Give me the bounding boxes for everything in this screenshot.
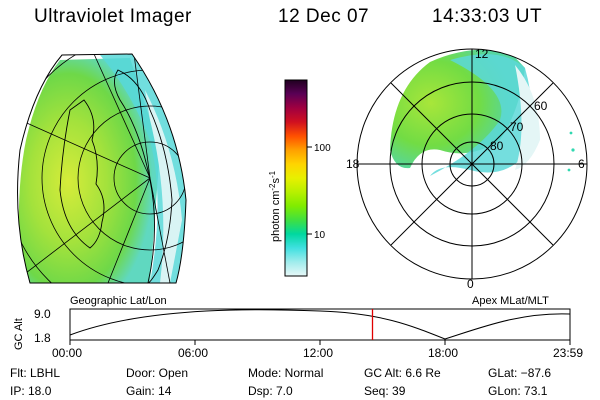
footer-mode: Mode: Normal [248, 366, 324, 380]
mlt-label-12: 12 [475, 47, 489, 61]
time-label: 14:33:03 UT [432, 6, 543, 27]
footer-ip: IP: 18.0 [10, 384, 52, 398]
altitude-xtick-2359: 23:59 [553, 346, 583, 360]
geo-map [17, 53, 187, 284]
lat-label-70: 70 [510, 120, 524, 134]
footer-gc-alt: GC Alt: 6.6 Re [364, 366, 441, 380]
coastline-1 [59, 99, 105, 249]
mlt-label-0: 0 [467, 277, 474, 291]
colorbar-tick-label-10: 10 [314, 230, 326, 241]
altitude-xtick-0000: 00:00 [52, 346, 82, 360]
geo-aurora-fringe [145, 90, 182, 283]
polar-aurora-fringe [515, 65, 540, 170]
date-label: 12 Dec 07 [278, 6, 370, 27]
geo-aurora-core [18, 58, 160, 283]
polar-aurora-edge [430, 54, 532, 176]
altitude-plot-frame [69, 308, 571, 341]
coastline-2 [114, 69, 173, 283]
mlt-label-6: 6 [578, 157, 585, 171]
colorbar-unit: photon cm-2s-1 [268, 170, 282, 242]
mlt-label-18: 18 [346, 157, 360, 171]
footer-glat: GLat: −87.6 [488, 366, 552, 380]
footer-seq: Seq: 39 [364, 384, 406, 398]
altitude-plot: GC Alt 9.0 1.8 00:00 06:00 12:00 18:00 2… [13, 307, 583, 360]
geo-map-caption: Geographic Lat/Lon [70, 295, 167, 307]
altitude-xtick-1200: 12:00 [303, 346, 333, 360]
altitude-curve [69, 309, 571, 340]
polar-map-caption: Apex MLat/MLT [472, 295, 549, 307]
footer-glon: GLon: 73.1 [488, 384, 548, 398]
colorbar-rect [284, 79, 308, 277]
altitude-ytick-max: 9.0 [34, 307, 51, 321]
footer-gain: Gain: 14 [126, 384, 172, 398]
colorbar: 100 10 photon cm-2s-1 [268, 79, 331, 277]
altitude-xtick-1800: 18:00 [428, 346, 458, 360]
page-title: Ultraviolet Imager [34, 6, 192, 27]
geo-map-border [17, 53, 187, 284]
altitude-xtick-0600: 06:00 [178, 346, 208, 360]
polar-map: 12 18 6 0 60 70 80 [346, 47, 588, 291]
footer-door: Door: Open [126, 366, 189, 380]
footer-dsp: Dsp: 7.0 [248, 384, 293, 398]
footer-filter: Flt: LBHL [10, 366, 61, 380]
colorbar-tick-label-100: 100 [314, 143, 331, 154]
lat-label-80: 80 [490, 139, 504, 153]
altitude-ylabel: GC Alt [13, 318, 25, 350]
altitude-ytick-min: 1.8 [34, 331, 51, 345]
lat-label-60: 60 [534, 99, 548, 113]
